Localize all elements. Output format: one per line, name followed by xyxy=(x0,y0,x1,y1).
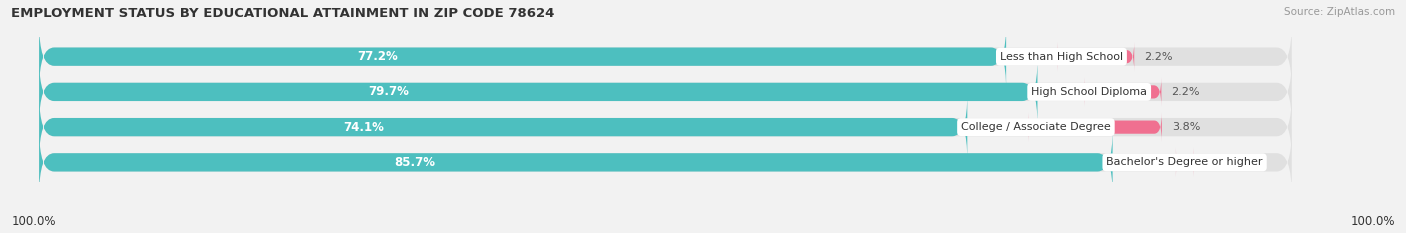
Text: 79.7%: 79.7% xyxy=(368,85,409,98)
Text: High School Diploma: High School Diploma xyxy=(1031,87,1147,97)
Text: EMPLOYMENT STATUS BY EDUCATIONAL ATTAINMENT IN ZIP CODE 78624: EMPLOYMENT STATUS BY EDUCATIONAL ATTAINM… xyxy=(11,7,554,20)
FancyBboxPatch shape xyxy=(1057,42,1135,71)
FancyBboxPatch shape xyxy=(39,129,1112,195)
Text: Less than High School: Less than High School xyxy=(1000,52,1123,62)
FancyBboxPatch shape xyxy=(39,94,1292,160)
Text: 85.7%: 85.7% xyxy=(394,156,436,169)
FancyBboxPatch shape xyxy=(1175,148,1194,177)
Text: 2.2%: 2.2% xyxy=(1171,87,1199,97)
Text: Source: ZipAtlas.com: Source: ZipAtlas.com xyxy=(1284,7,1395,17)
Text: 3.8%: 3.8% xyxy=(1171,122,1201,132)
FancyBboxPatch shape xyxy=(39,94,967,160)
Text: College / Associate Degree: College / Associate Degree xyxy=(962,122,1111,132)
Text: 2.2%: 2.2% xyxy=(1144,52,1173,62)
FancyBboxPatch shape xyxy=(39,24,1292,90)
Text: 74.1%: 74.1% xyxy=(343,121,384,134)
Text: 77.2%: 77.2% xyxy=(357,50,398,63)
FancyBboxPatch shape xyxy=(1084,77,1161,106)
FancyBboxPatch shape xyxy=(39,59,1038,125)
Text: 0.5%: 0.5% xyxy=(1204,157,1232,167)
FancyBboxPatch shape xyxy=(39,129,1292,195)
FancyBboxPatch shape xyxy=(1029,113,1161,142)
Text: 100.0%: 100.0% xyxy=(11,215,56,228)
Text: Bachelor's Degree or higher: Bachelor's Degree or higher xyxy=(1107,157,1263,167)
Text: 100.0%: 100.0% xyxy=(1350,215,1395,228)
FancyBboxPatch shape xyxy=(39,59,1292,125)
FancyBboxPatch shape xyxy=(39,24,1007,90)
